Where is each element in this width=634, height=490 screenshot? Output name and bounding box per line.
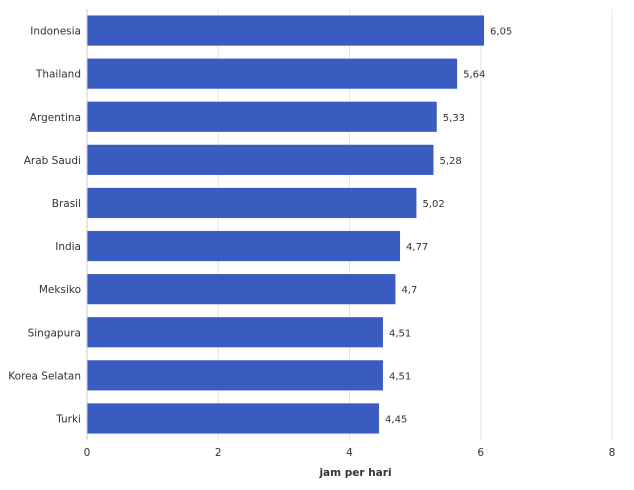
x-axis-title: jam per hari — [318, 467, 391, 479]
value-label: 4,45 — [385, 414, 407, 425]
x-tick-label: 0 — [84, 447, 91, 459]
bar-meksiko[interactable] — [87, 274, 396, 305]
category-label: India — [55, 241, 81, 253]
bar-thailand[interactable] — [87, 58, 458, 89]
category-label: Thailand — [35, 69, 81, 81]
bar-argentina[interactable] — [87, 101, 437, 132]
value-label: 4,77 — [406, 242, 428, 253]
category-label: Indonesia — [30, 26, 81, 38]
bar-india[interactable] — [87, 230, 401, 262]
bar-singapura[interactable] — [87, 317, 383, 348]
value-label: 5,28 — [440, 156, 462, 167]
category-label: Turki — [55, 413, 81, 425]
value-label: 4,51 — [389, 371, 411, 382]
category-label: Argentina — [30, 112, 81, 124]
x-tick-label: 8 — [609, 447, 616, 459]
category-label: Arab Saudi — [24, 155, 81, 167]
bar-turki[interactable] — [87, 403, 380, 434]
value-label: 5,64 — [463, 70, 485, 81]
x-tick-label: 6 — [477, 447, 484, 459]
x-tick-label: 2 — [215, 447, 222, 459]
bar-brasil[interactable] — [87, 187, 417, 219]
category-label: Korea Selatan — [8, 370, 81, 382]
x-axis-ticks: 0 2 4 6 8 — [84, 447, 616, 459]
value-label: 6,05 — [490, 27, 512, 38]
value-label: 5,02 — [422, 199, 444, 210]
bar-korea-selatan[interactable] — [87, 360, 383, 391]
x-tick-label: 4 — [346, 447, 353, 459]
bars — [87, 15, 485, 434]
bar-indonesia[interactable] — [87, 15, 485, 46]
category-label: Brasil — [52, 198, 81, 210]
bar-arab-saudi[interactable] — [87, 144, 434, 175]
category-label: Meksiko — [39, 284, 81, 296]
labels: Indonesia 6,05 Thailand 5,64 Argentina 5,33 Ar… — [8, 26, 512, 426]
category-label: Singapura — [28, 327, 81, 339]
value-label: 5,33 — [443, 113, 465, 124]
value-label: 4,7 — [401, 285, 417, 296]
value-label: 4,51 — [389, 328, 411, 339]
